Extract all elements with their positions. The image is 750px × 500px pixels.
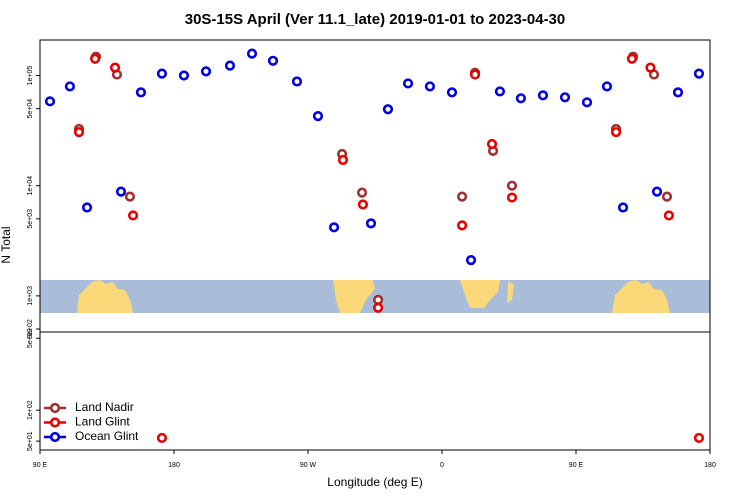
legend-label: Land Nadir <box>75 400 134 414</box>
point <box>382 104 394 115</box>
point <box>645 62 656 73</box>
point <box>312 111 324 122</box>
continent <box>333 280 375 313</box>
point <box>506 192 518 203</box>
legend-label: Land Glint <box>75 415 130 429</box>
x-tick-label: 180 <box>168 462 180 469</box>
continent <box>77 280 133 313</box>
point <box>89 53 101 64</box>
point <box>373 302 384 313</box>
point <box>73 127 85 138</box>
point <box>127 210 139 221</box>
point <box>672 87 684 98</box>
point <box>178 70 190 81</box>
point <box>64 81 76 92</box>
point <box>559 92 571 103</box>
point <box>135 87 147 98</box>
point <box>506 180 518 191</box>
point <box>365 218 377 229</box>
point <box>124 191 136 202</box>
point <box>465 255 477 266</box>
x-tick-label: 90 E <box>569 462 584 469</box>
point <box>328 222 340 233</box>
y-tick-label: 5e+01 <box>27 431 34 451</box>
point <box>337 154 349 166</box>
point <box>601 81 613 92</box>
point <box>537 90 549 101</box>
continent <box>460 280 500 308</box>
point <box>693 68 705 79</box>
point <box>357 199 369 210</box>
y-tick-label: 1e+03 <box>27 286 34 306</box>
point <box>469 69 481 80</box>
point <box>200 66 212 77</box>
continent <box>507 282 514 303</box>
point <box>581 97 593 108</box>
point <box>224 60 236 71</box>
point <box>663 210 675 221</box>
point <box>693 432 705 444</box>
point <box>446 87 458 98</box>
point <box>402 78 414 89</box>
x-tick-label: 0 <box>440 462 444 469</box>
point <box>44 96 56 107</box>
chart-title: 30S-15S April (Ver 11.1_late) 2019-01-01… <box>185 11 566 28</box>
legend-marker <box>49 417 61 428</box>
legend-marker <box>49 402 61 414</box>
panel-frame <box>39 331 711 451</box>
point <box>109 62 121 73</box>
x-tick-label: 90 W <box>300 462 317 469</box>
point <box>246 48 258 59</box>
x-axis-label: Longitude (deg E) <box>327 475 422 489</box>
point <box>457 220 468 231</box>
point <box>291 76 303 87</box>
y-axis-label: N Total <box>0 226 13 263</box>
point <box>610 127 622 138</box>
y-tick-label: 5e+03 <box>27 209 34 229</box>
point <box>494 86 506 97</box>
point <box>115 186 127 197</box>
y-tick-label: 1e+05 <box>27 66 34 86</box>
y-tick-label: 5e+04 <box>27 99 34 119</box>
point <box>486 138 498 150</box>
x-tick-label: 90 E <box>33 462 48 469</box>
point <box>81 202 93 213</box>
point <box>457 191 468 202</box>
x-tick-label: 180 <box>704 462 716 469</box>
point <box>626 53 638 64</box>
continent <box>612 280 670 313</box>
legend-marker <box>49 431 61 443</box>
point <box>156 432 168 444</box>
point <box>515 93 527 104</box>
point <box>156 68 168 79</box>
legend-label: Ocean Glint <box>75 429 139 443</box>
point <box>617 202 629 213</box>
point <box>661 191 673 202</box>
y-tick-label: 1e+04 <box>27 176 34 196</box>
point <box>373 294 384 305</box>
y-tick-label: 5e+02 <box>27 328 34 348</box>
point <box>424 81 436 92</box>
point <box>267 55 279 66</box>
y-tick-label: 1e+02 <box>27 400 34 420</box>
point <box>651 186 663 197</box>
y-tick-label: 5e+02 <box>27 319 34 339</box>
point <box>356 187 368 198</box>
